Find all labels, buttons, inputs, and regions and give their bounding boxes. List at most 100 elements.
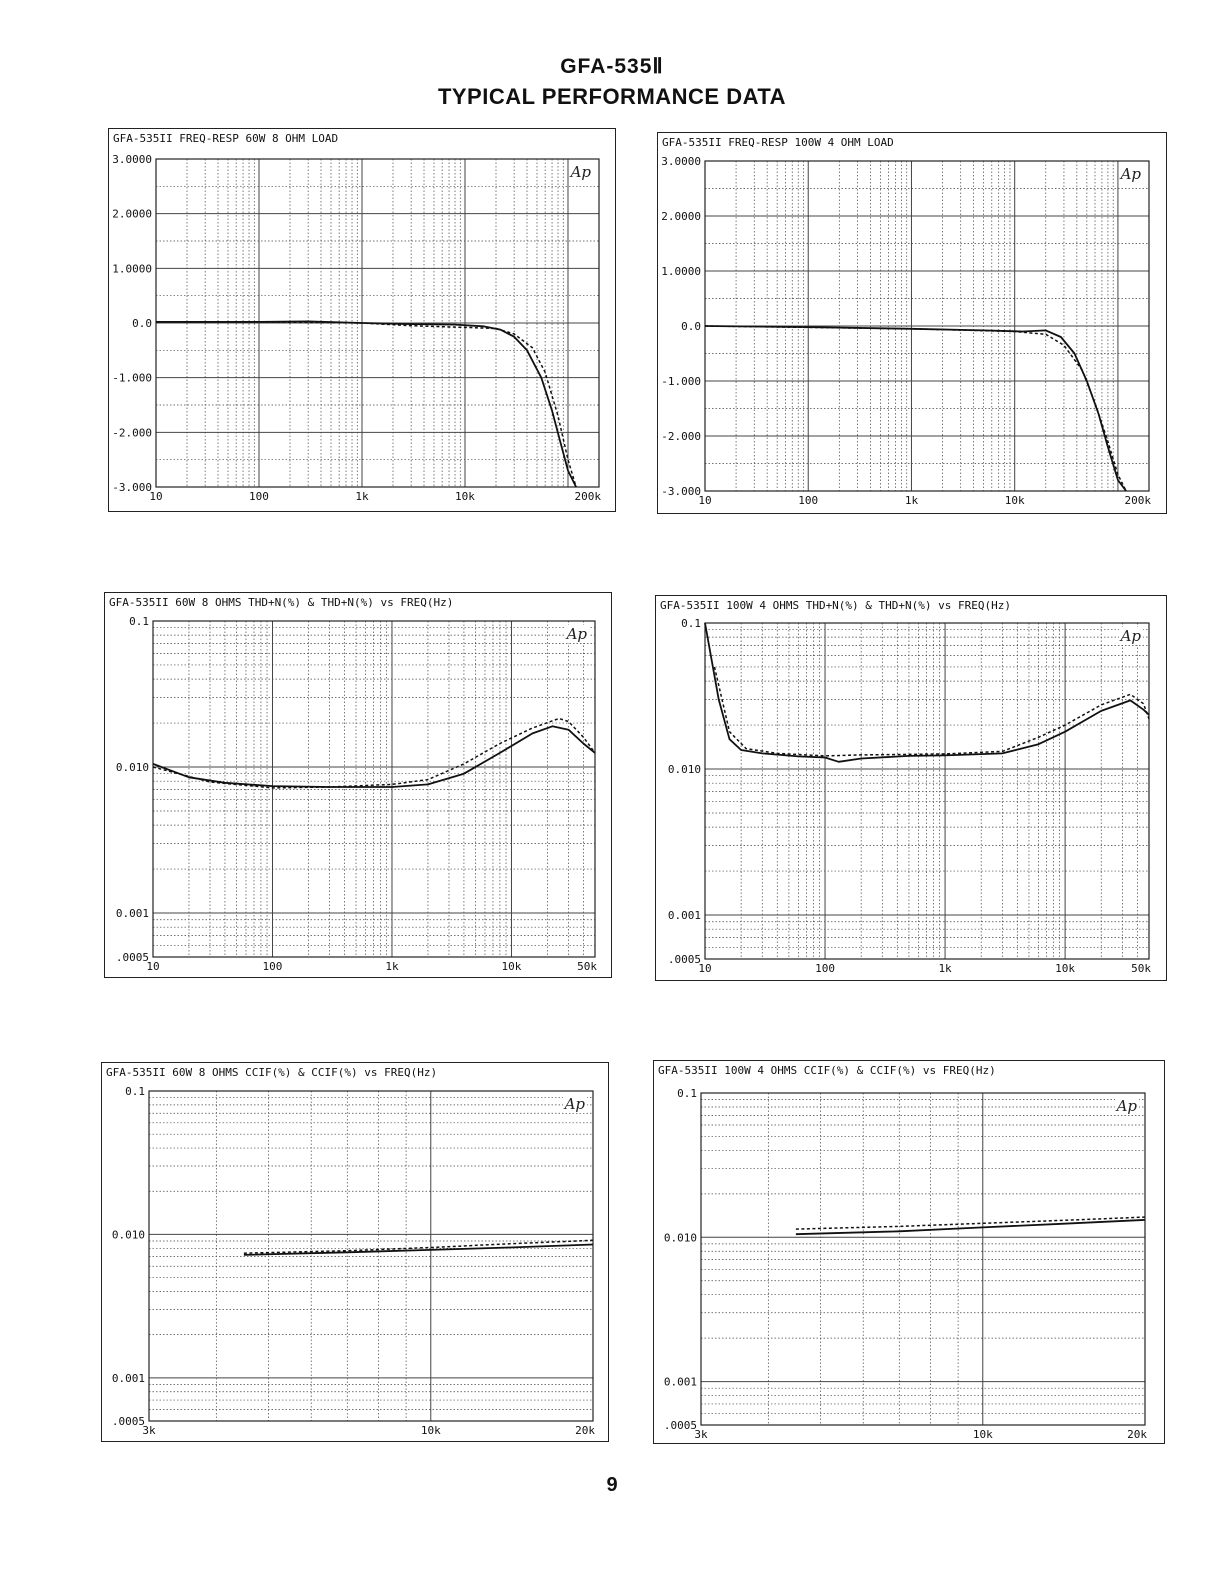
chart-header: GFA-535II FREQ-RESP 60W 8 OHM LOAD <box>113 132 338 145</box>
grid <box>148 1090 594 1422</box>
ap-badge: Ap <box>565 625 588 643</box>
ap-badge: Ap <box>1115 1097 1138 1115</box>
series-line-solid <box>152 725 596 788</box>
x-tick-label: 10k <box>455 490 475 503</box>
series-line-dashed <box>713 666 1150 757</box>
badge-bg <box>563 1095 587 1113</box>
y-tick-label: -1.000 <box>112 372 152 385</box>
chart-svg: GFA-535II 100W 4 OHMS CCIF(%) & CCIF(%) … <box>658 1064 1147 1441</box>
y-tick-label: 2.0000 <box>112 208 152 221</box>
y-tick-label: 1.0000 <box>661 265 701 278</box>
chart-header: GFA-535II 100W 4 OHMS CCIF(%) & CCIF(%) … <box>658 1064 996 1077</box>
x-tick-label: 10k <box>502 960 522 973</box>
x-tick-label: 1k <box>938 962 952 975</box>
y-tick-label: -2.000 <box>661 430 701 443</box>
x-tick-label: 50k <box>577 960 597 973</box>
chart-svg: GFA-535II 100W 4 OHMS THD+N(%) & THD+N(%… <box>660 599 1151 975</box>
y-tick-label: 0.010 <box>668 763 701 776</box>
series-line-solid <box>156 320 577 488</box>
plot-frame <box>155 158 600 488</box>
y-tick-label: 0.001 <box>112 1372 145 1385</box>
chart-panel-freq-resp-4ohm: GFA-535II FREQ-RESP 100W 4 OHM LOAD 3.000… <box>657 132 1167 514</box>
page-subtitle: TYPICAL PERFORMANCE DATA <box>437 84 787 109</box>
grid <box>155 158 600 488</box>
y-tick-label: 0.001 <box>116 907 149 920</box>
plot-frame <box>152 620 596 958</box>
ap-badge: Ap <box>1119 627 1142 645</box>
x-tick-label: 200k <box>575 490 602 503</box>
chart-panel-freq-resp-8ohm: GFA-535II FREQ-RESP 60W 8 OHM LOAD 3.0000… <box>108 128 616 512</box>
chart-svg: GFA-535II FREQ-RESP 100W 4 OHM LOAD 3.000… <box>661 136 1152 507</box>
chart-svg: GFA-535II 60W 8 OHMS THD+N(%) & THD+N(%)… <box>109 596 597 973</box>
x-tick-label: 3k <box>142 1424 156 1437</box>
ap-badge: Ap <box>563 1095 586 1113</box>
chart-svg: GFA-535II FREQ-RESP 60W 8 OHM LOAD 3.0000… <box>112 132 602 503</box>
y-tick-label: .0005 <box>668 953 701 966</box>
chart-header: GFA-535II 60W 8 OHMS CCIF(%) & CCIF(%) v… <box>106 1066 437 1079</box>
x-tick-label: 1k <box>905 494 919 507</box>
series-line-dashed <box>152 717 596 789</box>
chart-panel-ccif-8ohm: GFA-535II 60W 8 OHMS CCIF(%) & CCIF(%) v… <box>101 1062 609 1442</box>
plot-frame <box>704 622 1150 960</box>
chart-panel-thd-8ohm: GFA-535II 60W 8 OHMS THD+N(%) & THD+N(%)… <box>104 592 612 978</box>
badge-bg <box>565 625 589 643</box>
y-tick-label: 0.001 <box>668 909 701 922</box>
x-tick-label: 10k <box>973 1428 993 1441</box>
page-number: 9 <box>606 1474 618 1496</box>
x-tick-label: 1k <box>355 490 369 503</box>
x-tick-label: 3k <box>694 1428 708 1441</box>
y-tick-label: -3.000 <box>661 485 701 498</box>
series-line-dashed <box>795 1216 1146 1230</box>
page-model-title: GFA-535Ⅱ <box>560 55 664 78</box>
y-tick-label: 0.010 <box>116 761 149 774</box>
x-tick-label: 50k <box>1131 962 1151 975</box>
y-tick-label: .0005 <box>112 1415 145 1428</box>
y-tick-label: 2.0000 <box>661 210 701 223</box>
ap-badge: Ap <box>1119 165 1142 183</box>
y-tick-label: 0.1 <box>681 617 701 630</box>
y-tick-label: 3.0000 <box>661 155 701 168</box>
x-tick-label: 10k <box>1055 962 1075 975</box>
grid <box>704 622 1150 960</box>
y-tick-label: 3.0000 <box>112 153 152 166</box>
grid <box>700 1092 1146 1426</box>
y-tick-label: 0.0 <box>681 320 701 333</box>
y-tick-label: .0005 <box>116 951 149 964</box>
x-tick-label: 100 <box>815 962 835 975</box>
chart-header: GFA-535II 100W 4 OHMS THD+N(%) & THD+N(%… <box>660 599 1011 612</box>
series-line-dashed <box>704 325 1127 492</box>
y-tick-label: 0.0 <box>132 317 152 330</box>
badge-bg <box>569 163 593 181</box>
series-line-dashed <box>156 321 577 488</box>
chart-svg: GFA-535II 60W 8 OHMS CCIF(%) & CCIF(%) v… <box>106 1066 595 1437</box>
x-tick-label: 200k <box>1125 494 1152 507</box>
y-tick-label: 0.1 <box>677 1087 697 1100</box>
series-line-solid <box>243 1243 594 1256</box>
x-tick-label: 10 <box>149 490 162 503</box>
x-tick-label: 100 <box>798 494 818 507</box>
badge-bg <box>1119 165 1143 183</box>
plot-frame <box>148 1090 594 1422</box>
x-tick-label: 10 <box>698 962 711 975</box>
series-line-solid <box>704 325 1127 492</box>
badge-bg <box>1115 1097 1139 1115</box>
x-tick-label: 10 <box>698 494 711 507</box>
y-tick-label: .0005 <box>664 1419 697 1432</box>
badge-bg <box>1119 627 1143 645</box>
x-tick-label: 20k <box>1127 1428 1147 1441</box>
x-tick-label: 20k <box>575 1424 595 1437</box>
chart-header: GFA-535II FREQ-RESP 100W 4 OHM LOAD <box>662 136 894 149</box>
y-tick-label: 0.001 <box>664 1376 697 1389</box>
series-line-solid <box>704 622 1150 763</box>
chart-panel-thd-4ohm: GFA-535II 100W 4 OHMS THD+N(%) & THD+N(%… <box>655 595 1167 981</box>
chart-header: GFA-535II 60W 8 OHMS THD+N(%) & THD+N(%)… <box>109 596 453 609</box>
x-tick-label: 10k <box>1005 494 1025 507</box>
x-tick-label: 10 <box>146 960 159 973</box>
y-tick-label: 0.1 <box>125 1085 145 1098</box>
series-line-dashed <box>243 1239 594 1254</box>
grid <box>152 620 596 958</box>
y-tick-label: 1.0000 <box>112 262 152 275</box>
y-tick-label: 0.010 <box>664 1231 697 1244</box>
x-tick-label: 100 <box>249 490 269 503</box>
x-tick-label: 1k <box>385 960 399 973</box>
